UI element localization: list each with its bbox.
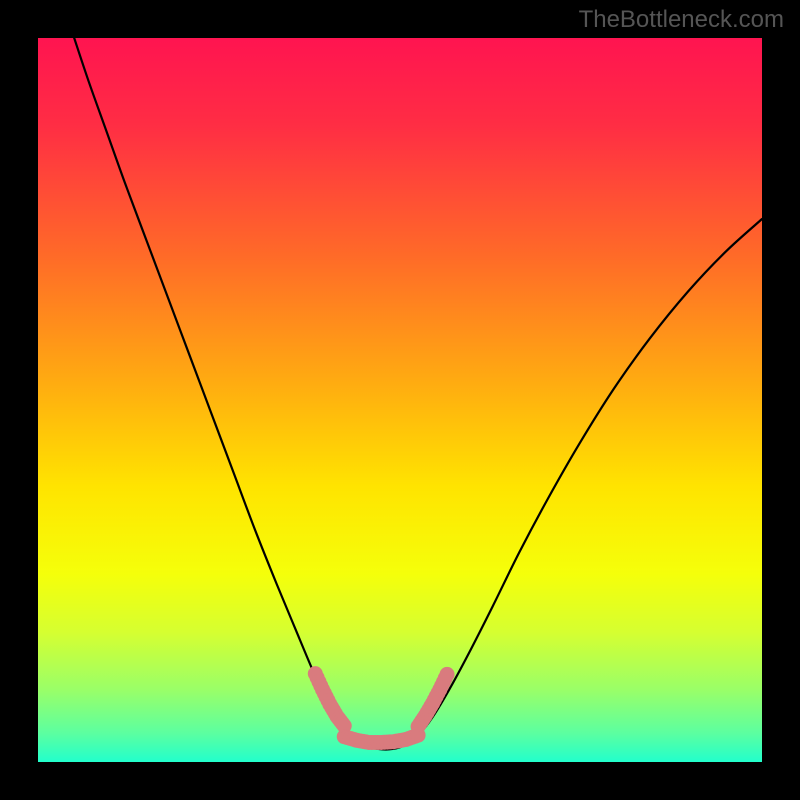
chart-stage: TheBottleneck.com	[0, 0, 800, 800]
chart-svg	[0, 0, 800, 800]
highlight-dot	[440, 667, 455, 682]
plot-background	[38, 38, 762, 762]
watermark-text: TheBottleneck.com	[579, 6, 784, 34]
